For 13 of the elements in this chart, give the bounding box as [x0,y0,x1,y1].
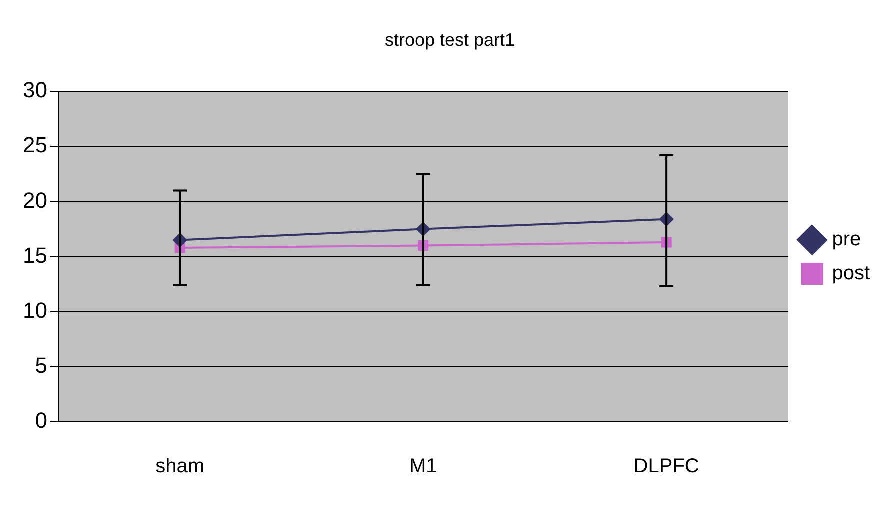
y-tick-label: 30 [22,78,48,103]
chart-title: stroop test part1 [384,30,516,50]
y-tick-label: 10 [22,298,48,323]
legend-label: post [832,262,870,285]
x-tick-label: M1 [409,456,438,478]
legend-label: pre [832,228,862,251]
y-tick-label: 0 [35,408,48,434]
x-tick-label: DLPFC [634,456,700,478]
y-tick-label: 15 [22,242,48,268]
x-tick-label: sham [156,456,205,478]
y-tick-label: 5 [35,352,48,378]
y-tick-label: 20 [22,188,48,213]
y-tick-label: 25 [22,132,48,158]
